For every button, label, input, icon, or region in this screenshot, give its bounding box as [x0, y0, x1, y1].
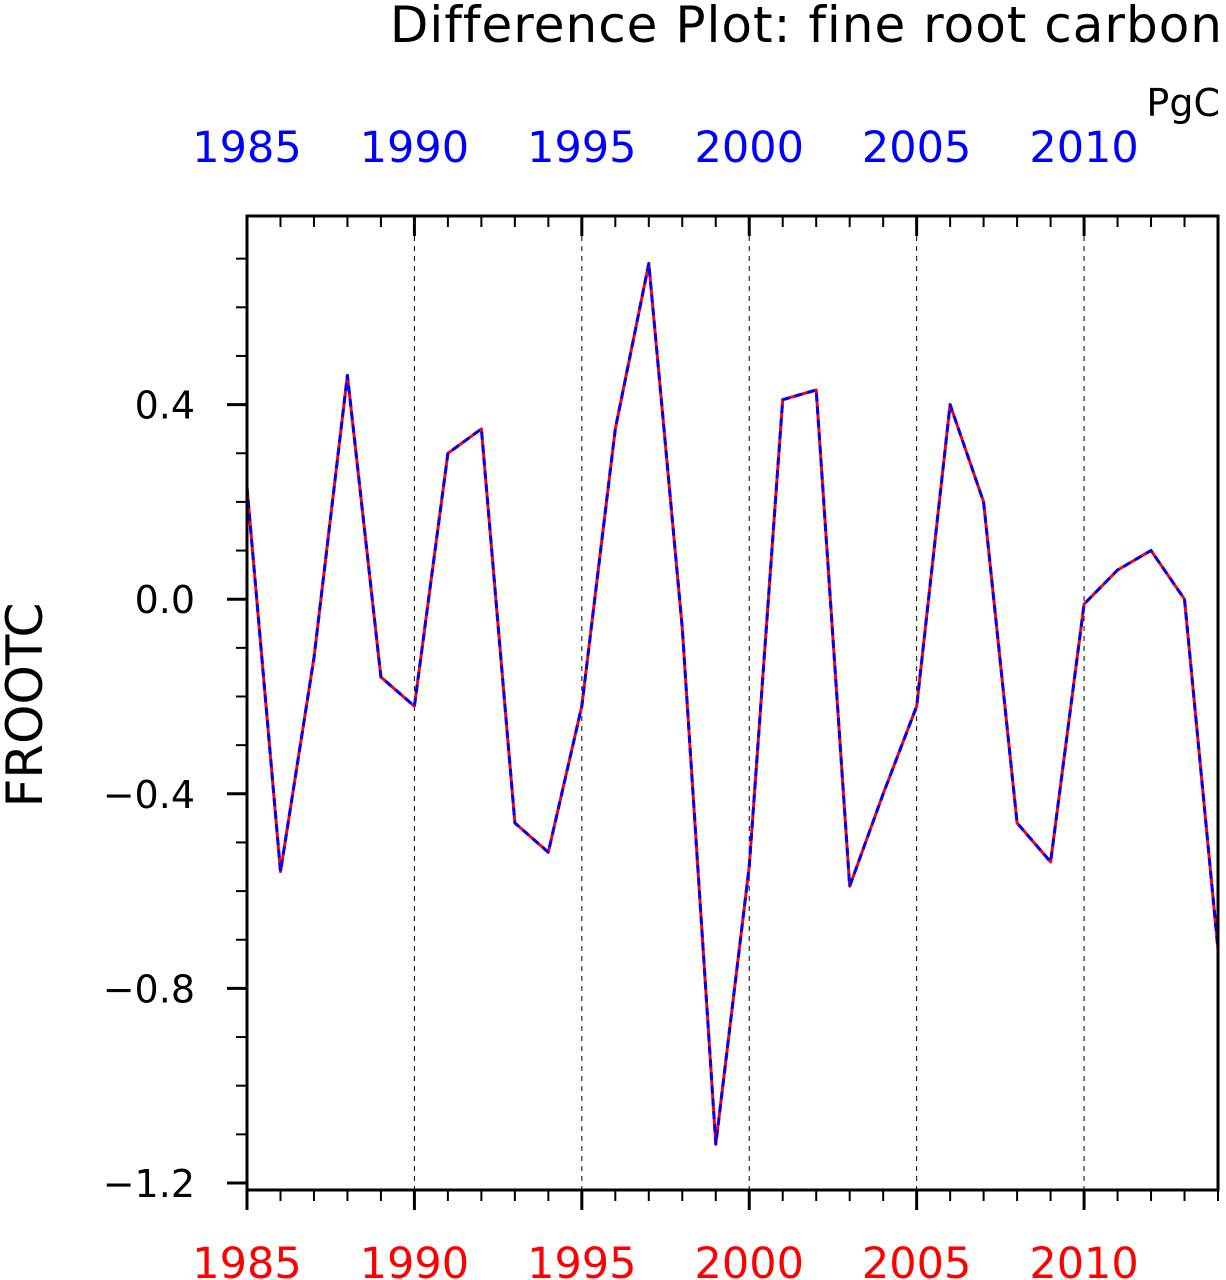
- vertical-grid-lines: [413, 216, 1085, 1190]
- x-tick-label-bottom: 2010: [1029, 1239, 1138, 1280]
- x-tick-label-bottom: 1995: [527, 1239, 636, 1280]
- x-tick-label-bottom: 2000: [695, 1239, 804, 1280]
- y-tick-label: 0.4: [135, 384, 195, 428]
- y-tick-label: −1.2: [103, 1162, 195, 1206]
- x-tick-label-top: 1985: [192, 123, 301, 173]
- x-tick-label-top: 2010: [1029, 123, 1138, 173]
- x-tick-label-bottom: 1985: [192, 1239, 301, 1280]
- x-tick-label-top: 2000: [695, 123, 804, 173]
- series-line-2: [245, 262, 1220, 1146]
- x-tick-label-top: 1995: [527, 123, 636, 173]
- units-label: PgC: [1146, 81, 1220, 125]
- x-tick-label-bottom: 1990: [360, 1239, 469, 1280]
- x-tick-label-top: 1990: [360, 123, 469, 173]
- y-tick-label: 0.0: [135, 578, 195, 622]
- chart-title: Difference Plot: fine root carbon: [390, 0, 1223, 54]
- plot-frame: [245, 214, 1220, 1192]
- y-tick-labels: −1.2 −0.8 −0.4 0.0 0.4: [103, 384, 195, 1206]
- y-tick-label: −0.8: [103, 967, 195, 1011]
- x-tick-labels-bottom: 1985 1990 1995 2000 2005 2010: [192, 1239, 1139, 1280]
- x-tick-labels-top: 1985 1990 1995 2000 2005 2010: [192, 123, 1139, 173]
- data-series: [245, 262, 1220, 1146]
- y-tick-label: −0.4: [103, 773, 195, 817]
- y-axis-label: FROOTC: [0, 603, 54, 808]
- x-tick-label-top: 2005: [862, 123, 971, 173]
- x-tick-label-bottom: 2005: [862, 1239, 971, 1280]
